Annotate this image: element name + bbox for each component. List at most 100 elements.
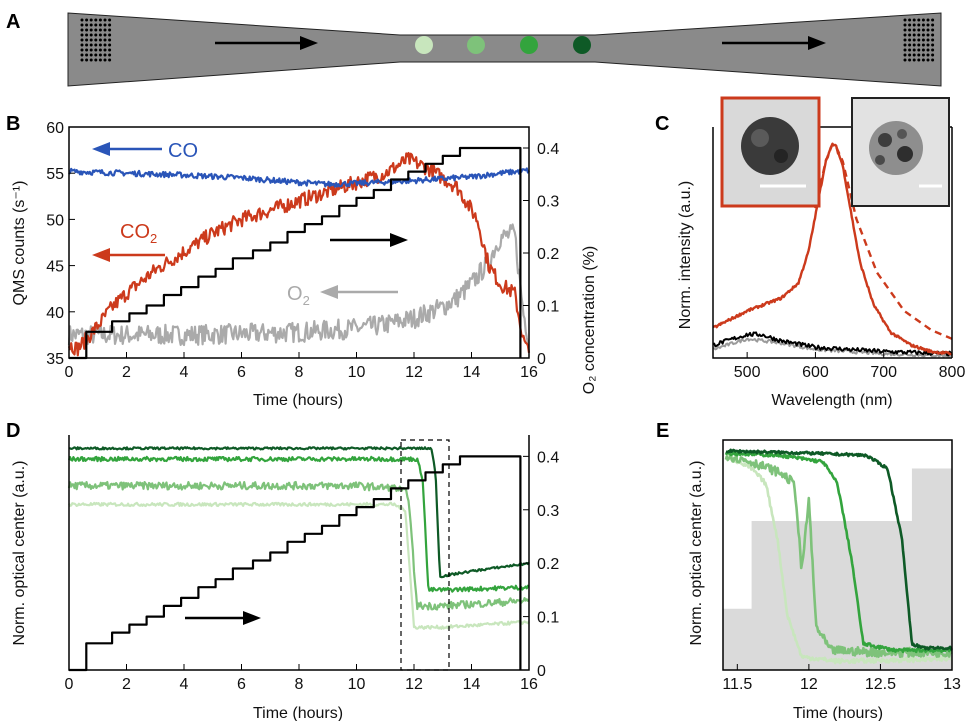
tem-inset-before xyxy=(720,96,821,208)
pillar-dot xyxy=(98,53,102,57)
pillar-dot xyxy=(89,18,93,22)
x-tick-label: 6 xyxy=(237,676,246,693)
pillar-dot xyxy=(108,48,112,52)
x-tick-label: 16 xyxy=(520,676,538,693)
pillar-dot xyxy=(917,48,921,52)
panel-c-xlabel: Wavelength (nm) xyxy=(771,392,892,409)
tem-inset-after xyxy=(851,97,950,207)
particle-1 xyxy=(415,36,433,54)
pillar-dot xyxy=(912,38,916,42)
panel-b-right-ticks: 0 0.1 0.2 0.3 0.4 xyxy=(523,141,559,368)
zoomed-optical-center-traces xyxy=(724,448,954,665)
panel-d-x-ticks: 0 2 4 6 8 10 12 14 16 xyxy=(65,664,538,693)
o2-label: O2 xyxy=(287,283,310,308)
pillar-dot xyxy=(926,23,930,27)
o2-concentration-step-trace xyxy=(69,455,522,672)
pillar-dot xyxy=(89,58,93,62)
pillar-dot xyxy=(912,23,916,27)
pillar-dot xyxy=(108,28,112,32)
pillar-dot xyxy=(108,18,112,22)
pillar-dot xyxy=(89,43,93,47)
pillar-dot xyxy=(98,33,102,37)
pillar-dot xyxy=(103,28,107,32)
y2-tick-label: 0.3 xyxy=(537,194,559,211)
panel-e-ylabel: Norm. optical center (a.u.) xyxy=(688,461,705,646)
pillar-dot xyxy=(921,18,925,22)
y-tick-label: 60 xyxy=(46,120,64,137)
pillar-dot xyxy=(908,33,912,37)
particle-trace-2 xyxy=(67,480,530,611)
x-tick-label: 10 xyxy=(348,364,366,381)
y2-tick-label: 0.4 xyxy=(537,449,559,466)
o2-concentration-step-trace xyxy=(69,146,522,360)
y-tick-label: 50 xyxy=(46,212,64,229)
y2-tick-label: 0 xyxy=(537,351,546,368)
panel-label-c: C xyxy=(655,113,669,135)
spectrum-after-black xyxy=(712,331,953,357)
co2-qms-trace xyxy=(67,151,531,357)
pillar-dot xyxy=(103,43,107,47)
pillar-dot xyxy=(103,33,107,37)
x-tick-label: 16 xyxy=(520,364,538,381)
pillar-dot xyxy=(103,38,107,42)
pillar-dot xyxy=(926,43,930,47)
panel-label-e: E xyxy=(656,420,669,442)
pillar-dot xyxy=(917,23,921,27)
pillar-dot xyxy=(908,53,912,57)
x-tick-label: 6 xyxy=(237,364,246,381)
pillar-dot xyxy=(103,23,107,27)
x-tick-label: 2 xyxy=(122,676,131,693)
pillar-dot xyxy=(926,58,930,62)
panel-c-ylabel: Norm. intensity (a.u.) xyxy=(677,181,694,329)
pillar-dot xyxy=(103,48,107,52)
pillar-dot xyxy=(85,48,89,52)
panel-d-xlabel: Time (hours) xyxy=(253,705,343,721)
pillar-dot xyxy=(912,48,916,52)
y-tick-label: 45 xyxy=(46,259,64,276)
panel-b-ylabel-left: QMS counts (s⁻¹) xyxy=(11,181,28,306)
spectrum-fit-dashed xyxy=(814,142,953,340)
o2-line xyxy=(67,223,530,347)
pillar-dot xyxy=(921,38,925,42)
x-tick-label: 14 xyxy=(463,364,481,381)
pillar-dot xyxy=(103,18,107,22)
x-tick-label: 4 xyxy=(180,676,189,693)
pillar-dot xyxy=(103,58,107,62)
pillar-dot xyxy=(903,43,907,47)
particle-trace-4 xyxy=(69,446,530,579)
pillar-dot xyxy=(80,53,84,57)
pillar-dot xyxy=(80,18,84,22)
pillar-dot xyxy=(903,48,907,52)
pillar-dot xyxy=(931,18,935,22)
o2-step-line xyxy=(69,455,522,672)
x-tick-label: 12 xyxy=(405,676,423,693)
pillar-dot xyxy=(917,28,921,32)
pillar-dot xyxy=(80,23,84,27)
o2-step-shading xyxy=(723,468,952,670)
x-tick-label: 8 xyxy=(295,364,304,381)
x-tick-label: 800 xyxy=(939,364,966,381)
pillar-dot xyxy=(917,43,921,47)
pillar-dot xyxy=(931,48,935,52)
x-tick-label: 8 xyxy=(295,676,304,693)
co2-label: CO2 xyxy=(120,221,157,246)
pillar-dot xyxy=(80,33,84,37)
pillar-dot xyxy=(108,33,112,37)
pillar-dot xyxy=(931,38,935,42)
panel-d-ylabel-left: Norm. optical center (a.u.) xyxy=(11,461,28,646)
x-tick-label: 0 xyxy=(65,364,74,381)
pillar-dot xyxy=(931,58,935,62)
pillar-dot xyxy=(921,33,925,37)
x-tick-label: 2 xyxy=(122,364,131,381)
particle-trace-4 xyxy=(725,448,954,651)
pillar-dot xyxy=(98,18,102,22)
pillar-dot xyxy=(926,33,930,37)
pillar-dot xyxy=(89,33,93,37)
o2-step-area xyxy=(723,468,952,670)
pillar-dot xyxy=(912,28,916,32)
co2-line xyxy=(67,151,531,357)
pillar-dot xyxy=(108,53,112,57)
pillar-dot xyxy=(912,33,916,37)
pillar-dot xyxy=(89,23,93,27)
x-tick-label: 0 xyxy=(65,676,74,693)
